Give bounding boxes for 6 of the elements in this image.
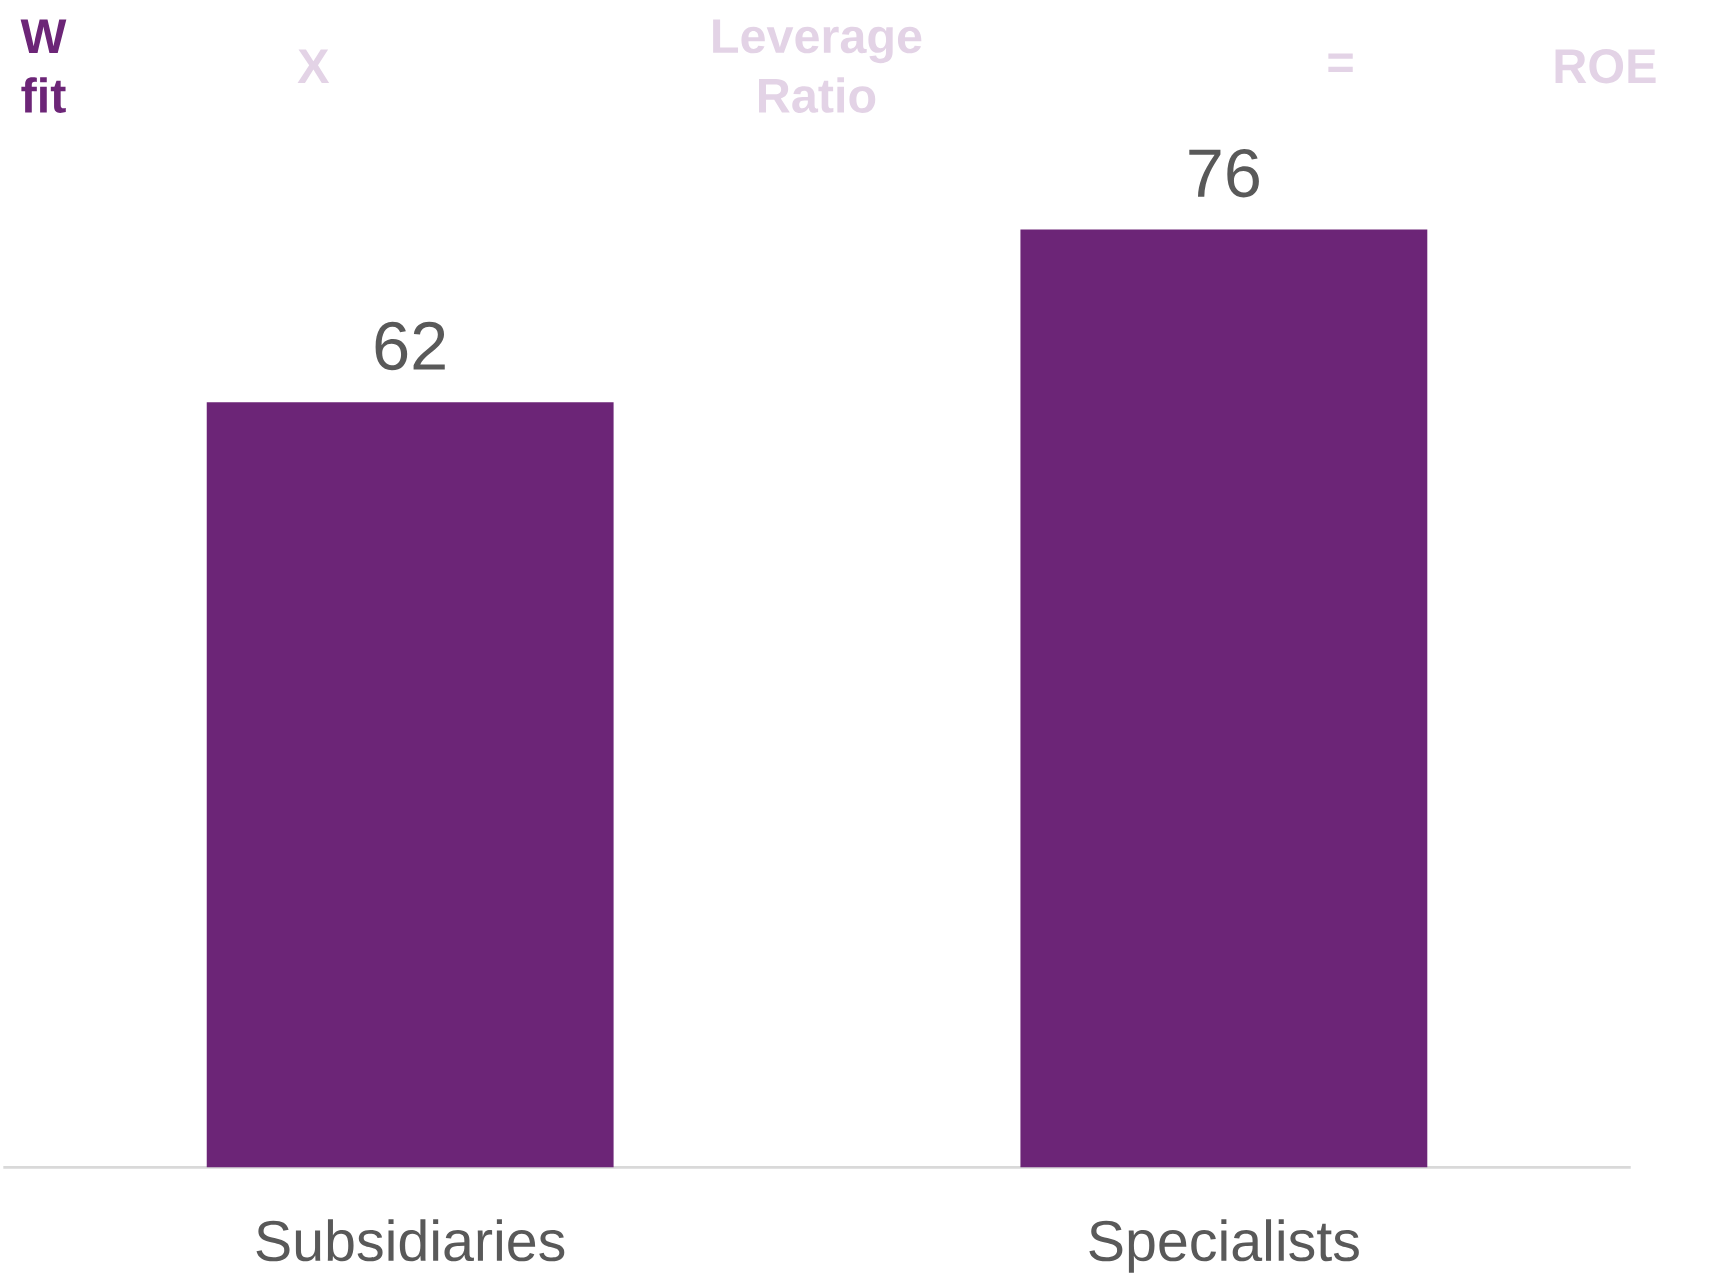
text: = — [1328, 53, 1353, 72]
data-label: 62 — [375, 321, 445, 371]
x-tick-label: Specialists — [1089, 1219, 1359, 1273]
x-tick-label: Subsidiaries — [256, 1219, 565, 1262]
data-label: 76 — [1189, 148, 1259, 198]
text: W fit — [20, 19, 67, 113]
